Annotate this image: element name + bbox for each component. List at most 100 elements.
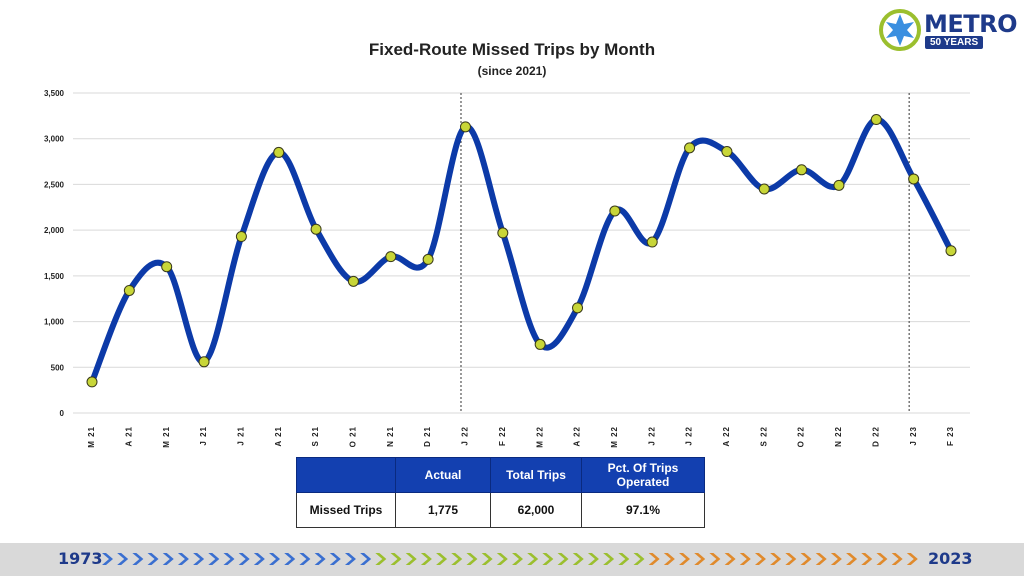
chevron-icon	[117, 553, 129, 565]
chevron-icon	[360, 553, 372, 565]
chevron-icon	[800, 553, 812, 565]
footer-end-year: 2023	[928, 549, 973, 568]
chevron-icon	[299, 553, 311, 565]
chevron-icon	[269, 553, 281, 565]
data-point	[273, 146, 285, 158]
x-tick-label: N 22	[834, 426, 843, 447]
data-point	[684, 142, 696, 154]
logo-tag: 50 YEARS	[925, 36, 984, 49]
chevron-icon	[739, 553, 751, 565]
chevron-icon	[557, 553, 569, 565]
data-point	[497, 227, 509, 239]
y-tick-label: 3,500	[44, 89, 65, 98]
x-tick-label: J 22	[461, 426, 470, 446]
data-point	[198, 356, 210, 368]
data-point	[235, 231, 247, 243]
x-tick-label: A 21	[274, 426, 283, 447]
x-tick-label: A 22	[573, 426, 582, 447]
chevron-icon	[542, 553, 554, 565]
x-tick-label: F 22	[498, 426, 507, 446]
chevron-icon	[633, 553, 645, 565]
data-point	[908, 173, 920, 185]
table-cell: 62,000	[490, 492, 582, 528]
data-point	[161, 261, 173, 273]
chevron-icon	[436, 553, 448, 565]
x-tick-label: A 22	[722, 426, 731, 447]
chevron-icon	[132, 553, 144, 565]
table-row: Missed Trips 1,775 62,000 97.1%	[296, 492, 705, 528]
data-point	[86, 376, 98, 388]
chevron-icon	[815, 553, 827, 565]
summary-table: Actual Total Trips Pct. Of Trips Operate…	[296, 457, 705, 528]
chevron-icon	[147, 553, 159, 565]
chevron-icon	[694, 553, 706, 565]
x-tick-label: F 23	[946, 426, 955, 446]
x-tick-label: D 21	[423, 426, 432, 447]
data-point	[870, 114, 882, 126]
x-tick-label: O 22	[797, 426, 806, 447]
x-tick-label: O 21	[349, 426, 358, 447]
chevron-icon	[724, 553, 736, 565]
chevron-icon	[906, 553, 918, 565]
chevron-icon	[253, 553, 265, 565]
chevron-icon	[663, 553, 675, 565]
chevron-icon	[162, 553, 174, 565]
chevron-icon	[709, 553, 721, 565]
footer-banner: 1973 2023	[0, 543, 1024, 576]
table-cell: Missed Trips	[296, 492, 396, 528]
y-tick-label: 1,500	[44, 272, 65, 281]
x-tick-label: S 21	[311, 426, 320, 446]
logo-name: METRO	[924, 10, 1018, 38]
metro-star-icon	[879, 9, 921, 51]
chevron-icon	[238, 553, 250, 565]
chevron-icon	[496, 553, 508, 565]
y-tick-label: 2,000	[44, 226, 65, 235]
chevron-icon	[512, 553, 523, 565]
data-point	[721, 146, 733, 158]
x-tick-label: A 21	[124, 426, 133, 447]
data-point	[459, 121, 471, 133]
chevron-icon	[572, 553, 584, 565]
chevron-icon	[679, 553, 691, 565]
x-tick-label: J 21	[199, 426, 208, 446]
chevron-icon	[618, 553, 630, 565]
data-point	[123, 284, 135, 296]
chart-subtitle: (since 2021)	[477, 64, 547, 78]
data-point	[646, 236, 658, 248]
data-point	[534, 338, 546, 350]
data-point	[572, 302, 584, 314]
chevron-icon	[102, 553, 113, 565]
x-tick-label: J 22	[685, 426, 694, 446]
x-tick-label: J 23	[909, 426, 918, 446]
chevron-icon	[466, 553, 478, 565]
y-tick-label: 500	[51, 363, 65, 372]
chevron-icon	[390, 553, 402, 565]
chevron-icon	[177, 553, 189, 565]
chevron-icon	[344, 553, 356, 565]
chevron-icon	[648, 553, 660, 565]
chevron-icon	[451, 553, 463, 565]
series-line	[89, 116, 954, 385]
y-tick-label: 3,000	[44, 135, 65, 144]
chevron-icon	[587, 553, 599, 565]
chevron-icon	[223, 553, 235, 565]
table-cell: 1,775	[395, 492, 491, 528]
chevron-icon	[481, 553, 493, 565]
chevron-icon	[420, 553, 432, 565]
x-tick-label: S 22	[759, 426, 768, 446]
chevron-icon	[375, 553, 387, 565]
data-point	[422, 253, 434, 265]
table-header-row: Actual Total Trips Pct. Of Trips Operate…	[296, 457, 705, 493]
chevron-icon	[208, 553, 220, 565]
table-header-cell	[296, 457, 396, 493]
chevron-icon	[861, 553, 873, 565]
chevron-icon	[785, 553, 797, 565]
data-point	[796, 164, 808, 176]
chevron-icon	[754, 553, 766, 565]
data-point	[347, 275, 359, 287]
x-tick-label: N 21	[386, 426, 395, 447]
x-tick-label: J 21	[237, 426, 246, 446]
x-tick-label: M 22	[610, 426, 619, 448]
y-tick-label: 0	[60, 409, 65, 418]
x-tick-label: M 21	[87, 426, 96, 448]
